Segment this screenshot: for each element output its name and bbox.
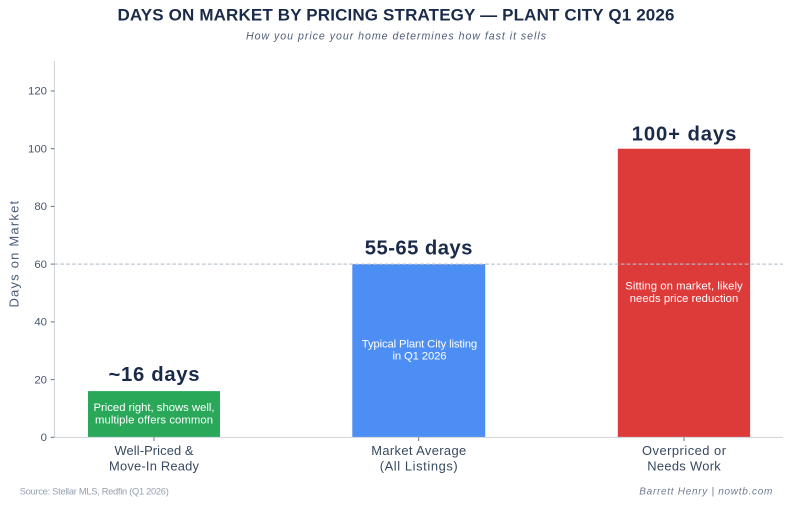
svg-text:100: 100 xyxy=(28,143,47,155)
svg-text:Source: Stellar MLS, Redfin (Q: Source: Stellar MLS, Redfin (Q1 2026) xyxy=(20,486,169,496)
svg-text:needs price reduction: needs price reduction xyxy=(630,293,739,305)
svg-text:How you price your home determ: How you price your home determines how f… xyxy=(246,30,547,42)
svg-text:in Q1 2026: in Q1 2026 xyxy=(392,350,446,362)
svg-text:0: 0 xyxy=(41,432,47,444)
svg-text:Market Average: Market Average xyxy=(371,443,466,458)
svg-text:100+ days: 100+ days xyxy=(632,124,737,146)
svg-text:multiple offers common: multiple offers common xyxy=(95,415,213,427)
svg-text:Sitting on market, likely: Sitting on market, likely xyxy=(625,281,743,293)
svg-text:120: 120 xyxy=(28,86,47,98)
svg-text:~16 days: ~16 days xyxy=(109,364,200,386)
svg-text:60: 60 xyxy=(34,259,47,271)
svg-text:Typical Plant City listing: Typical Plant City listing xyxy=(362,338,477,350)
svg-text:Needs Work: Needs Work xyxy=(647,459,721,474)
svg-text:Move-In Ready: Move-In Ready xyxy=(109,459,200,474)
svg-text:40: 40 xyxy=(34,317,47,329)
svg-text:DAYS ON MARKET BY PRICING STRA: DAYS ON MARKET BY PRICING STRATEGY — PLA… xyxy=(118,6,675,25)
svg-text:Overpriced or: Overpriced or xyxy=(642,443,727,458)
svg-text:80: 80 xyxy=(34,201,47,213)
svg-text:20: 20 xyxy=(34,374,47,386)
svg-text:Days on Market: Days on Market xyxy=(7,200,22,307)
svg-text:Barrett Henry | nowtb.com: Barrett Henry | nowtb.com xyxy=(639,486,772,497)
svg-text:(All Listings): (All Listings) xyxy=(380,459,458,474)
svg-text:Priced right, shows well,: Priced right, shows well, xyxy=(94,402,215,414)
svg-text:55-65 days: 55-65 days xyxy=(365,237,473,259)
svg-text:Well-Priced &: Well-Priced & xyxy=(115,443,194,458)
